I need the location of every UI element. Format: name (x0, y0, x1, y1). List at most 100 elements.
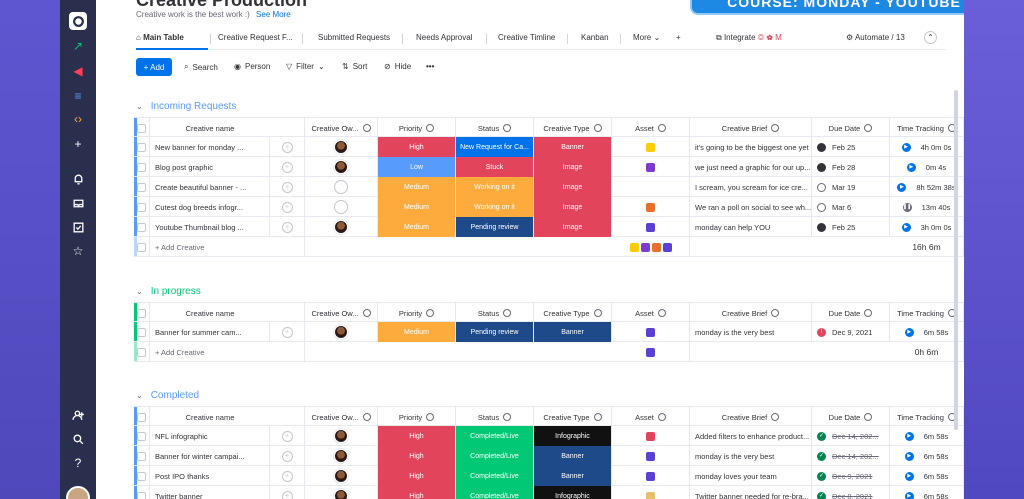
owner-cell[interactable] (305, 177, 378, 197)
column-header-asset[interactable]: Asset (612, 407, 690, 427)
status-cell[interactable]: Pending review (456, 217, 534, 237)
play-icon[interactable]: ▶ (904, 431, 914, 441)
asset-file-icon[interactable] (646, 491, 655, 499)
creative-brief-cell[interactable]: I scream, you scream for ice cre... (690, 177, 812, 197)
column-header-owner[interactable]: Creative Ow... (305, 407, 378, 427)
creative-brief-cell[interactable]: monday can help YOU (690, 217, 812, 237)
updates-cell[interactable]: + (270, 426, 305, 446)
table-row[interactable]: Banner for summer cam... + Medium Pending r… (134, 322, 964, 342)
due-date-cell[interactable]: ✓ Dec 14, 202... (812, 426, 890, 446)
asset-cell[interactable] (612, 137, 690, 157)
asset-file-icon[interactable] (646, 327, 655, 337)
notifications-icon[interactable] (69, 170, 87, 188)
creative-name-cell[interactable]: NFL infographic (150, 426, 270, 446)
creative-type-cell[interactable]: Image (534, 217, 612, 237)
play-icon[interactable]: ▶ (901, 222, 911, 232)
tab-creative-request-form[interactable]: Creative Request F... (218, 33, 293, 42)
status-cell[interactable]: Working on it (456, 197, 534, 217)
priority-cell[interactable]: Medium (378, 197, 456, 217)
owner-cell[interactable] (305, 217, 378, 237)
play-icon[interactable]: ▶ (904, 491, 914, 499)
column-header-due[interactable]: Due Date (812, 118, 890, 138)
creative-name-cell[interactable]: Twitter banner (150, 486, 270, 499)
creative-type-cell[interactable]: Banner (534, 137, 612, 157)
info-icon[interactable] (593, 413, 602, 421)
updates-cell[interactable]: + (270, 177, 305, 197)
priority-cell[interactable]: Medium (378, 322, 456, 342)
column-header-brief[interactable]: Creative Brief (690, 407, 812, 427)
table-row[interactable]: NFL infographic + High Completed/Live Infogr… (134, 426, 964, 446)
play-icon[interactable]: ▶ (906, 162, 916, 172)
creative-name-cell[interactable]: Youtube Thumbnail blog ... (150, 217, 270, 237)
column-header-status[interactable]: Status (456, 303, 534, 323)
row-checkbox[interactable] (134, 486, 150, 499)
owner-cell[interactable] (305, 426, 378, 446)
priority-cell[interactable]: High (378, 426, 456, 446)
creative-brief-cell[interactable]: monday is the very best (690, 446, 812, 466)
row-checkbox[interactable] (134, 137, 150, 157)
person-filter-button[interactable]: ◉ Person (234, 62, 270, 71)
table-row[interactable]: Banner for winter campai... + High Complete… (134, 446, 964, 466)
info-icon[interactable] (657, 124, 666, 132)
invite-icon[interactable] (69, 406, 87, 424)
tab-creative-timeline[interactable]: Creative Timline (498, 33, 556, 42)
info-icon[interactable] (657, 413, 666, 421)
row-checkbox[interactable] (134, 157, 150, 177)
creative-name-cell[interactable]: Banner for winter campai... (150, 446, 270, 466)
help-icon[interactable]: ? (74, 456, 82, 470)
creative-brief-cell[interactable]: monday is the very best (690, 322, 812, 342)
asset-cell[interactable] (612, 197, 690, 217)
creative-name-cell[interactable]: Post IPO thanks (150, 466, 270, 486)
time-tracking-cell[interactable]: ▶ 4h 0m 0s (890, 137, 964, 157)
creative-name-cell[interactable]: Cutest dog breeds infogr... (150, 197, 270, 217)
row-checkbox[interactable] (134, 197, 150, 217)
asset-file-icon[interactable] (646, 202, 655, 212)
inbox-icon[interactable] (69, 194, 87, 212)
creative-type-cell[interactable]: Banner (534, 322, 612, 342)
creative-brief-cell[interactable]: monday loves your team (690, 466, 812, 486)
updates-cell[interactable]: + (270, 137, 305, 157)
asset-cell[interactable] (612, 486, 690, 499)
row-checkbox[interactable] (134, 322, 150, 342)
projects-icon[interactable]: ≡ (74, 89, 82, 103)
row-checkbox[interactable] (134, 217, 150, 237)
info-icon[interactable] (426, 124, 435, 132)
due-date-cell[interactable]: Feb 28 (812, 157, 890, 177)
creative-type-cell[interactable]: Banner (534, 466, 612, 486)
creative-type-cell[interactable]: Infographic (534, 486, 612, 499)
due-date-cell[interactable]: ✓ Dec 8, 2021 (812, 486, 890, 499)
asset-file-icon[interactable] (646, 142, 655, 152)
my-work-icon[interactable] (69, 218, 87, 236)
column-header-name[interactable]: Creative name (150, 118, 270, 138)
asset-cell[interactable] (612, 177, 690, 197)
row-checkbox[interactable] (134, 426, 150, 446)
owner-cell[interactable] (305, 157, 378, 177)
add-item-button[interactable]: + Add (136, 58, 172, 76)
info-icon[interactable] (593, 124, 602, 132)
column-header-type[interactable]: Creative Type (534, 303, 612, 323)
due-date-cell[interactable]: ✓ Dec 9, 2021 (812, 466, 890, 486)
owner-cell[interactable] (305, 446, 378, 466)
sort-button[interactable]: ⇅ Sort (342, 62, 367, 71)
due-date-cell[interactable]: Feb 25 (812, 217, 890, 237)
table-row[interactable]: Twitter banner + High Completed/Live Infogra… (134, 486, 964, 499)
due-date-cell[interactable]: Mar 6 (812, 197, 890, 217)
column-header-time[interactable]: Time Tracking (890, 118, 964, 138)
hide-button[interactable]: ⊘ Hide (384, 62, 411, 71)
info-icon[interactable] (362, 124, 371, 132)
marketing-icon[interactable]: ◀ (73, 64, 83, 78)
asset-file-icon[interactable] (646, 471, 655, 481)
column-header-owner[interactable]: Creative Ow... (305, 303, 378, 323)
asset-file-icon[interactable] (646, 222, 655, 232)
priority-cell[interactable]: Low (378, 157, 456, 177)
updates-cell[interactable]: + (270, 157, 305, 177)
info-icon[interactable] (657, 309, 666, 317)
priority-cell[interactable]: Medium (378, 217, 456, 237)
priority-cell[interactable]: High (378, 466, 456, 486)
table-row[interactable]: New banner for monday ... + High New Reques… (134, 137, 964, 157)
time-tracking-cell[interactable]: ▶ 3h 0m 0s (890, 217, 964, 237)
info-icon[interactable] (771, 124, 780, 132)
info-icon[interactable] (503, 124, 512, 132)
due-date-cell[interactable]: ✓ Dec 14, 202... (812, 446, 890, 466)
due-date-cell[interactable]: Mar 19 (812, 177, 890, 197)
